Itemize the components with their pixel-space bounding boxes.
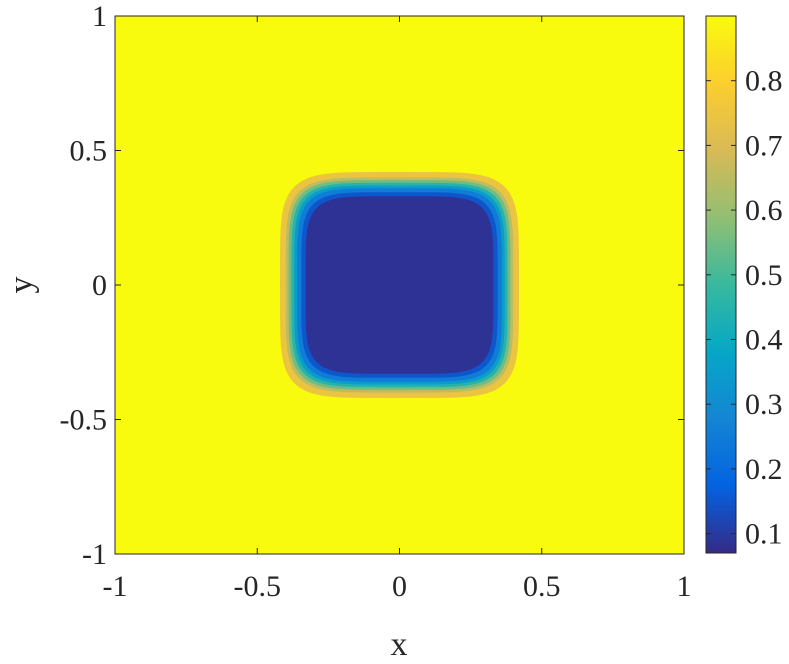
colorbar-tick-label: 0.4 bbox=[745, 323, 783, 356]
y-tick-label: -1 bbox=[82, 538, 107, 571]
x-tick-label: 0.5 bbox=[523, 570, 561, 603]
colorbar-tick-label: 0.2 bbox=[745, 453, 783, 486]
x-axis-ticks: -1 -0.5 0 0.5 1 bbox=[103, 16, 692, 603]
x-tick-label: -0.5 bbox=[234, 570, 282, 603]
colorbar-frame bbox=[705, 15, 737, 554]
x-tick-label: 1 bbox=[677, 570, 692, 603]
colorbar-tick-label: 0.3 bbox=[745, 388, 783, 421]
y-axis-label: y bbox=[3, 277, 40, 294]
colorbar-tick-label: 0.8 bbox=[745, 65, 783, 98]
contour-band-0_1 bbox=[305, 196, 494, 374]
colorbar: 0.1 0.2 0.3 0.4 0.5 0.6 0.7 0.8 bbox=[705, 15, 783, 554]
colorbar-tick-label: 0.5 bbox=[745, 259, 783, 292]
plot-area: -1 -0.5 0 0.5 1 -1 -0.5 0 0.5 1 bbox=[60, 0, 692, 603]
x-tick-label: 0 bbox=[392, 570, 407, 603]
colorbar-ticks: 0.1 0.2 0.3 0.4 0.5 0.6 0.7 0.8 bbox=[706, 65, 783, 551]
colorbar-tick-label: 0.7 bbox=[745, 129, 783, 162]
colorbar-gradient bbox=[706, 16, 736, 553]
colorbar-tick-label: 0.6 bbox=[745, 194, 783, 227]
y-axis-ticks: -1 -0.5 0 0.5 1 bbox=[60, 0, 684, 571]
y-tick-label: 1 bbox=[92, 0, 107, 33]
colorbar-tick-label: 0.1 bbox=[745, 518, 783, 551]
contour-bands bbox=[280, 172, 519, 398]
y-tick-label: 0.5 bbox=[70, 135, 108, 168]
x-tick-label: -1 bbox=[103, 570, 128, 603]
y-tick-label: -0.5 bbox=[60, 404, 108, 437]
y-tick-label: 0 bbox=[92, 269, 107, 302]
x-axis-label: x bbox=[391, 626, 408, 663]
